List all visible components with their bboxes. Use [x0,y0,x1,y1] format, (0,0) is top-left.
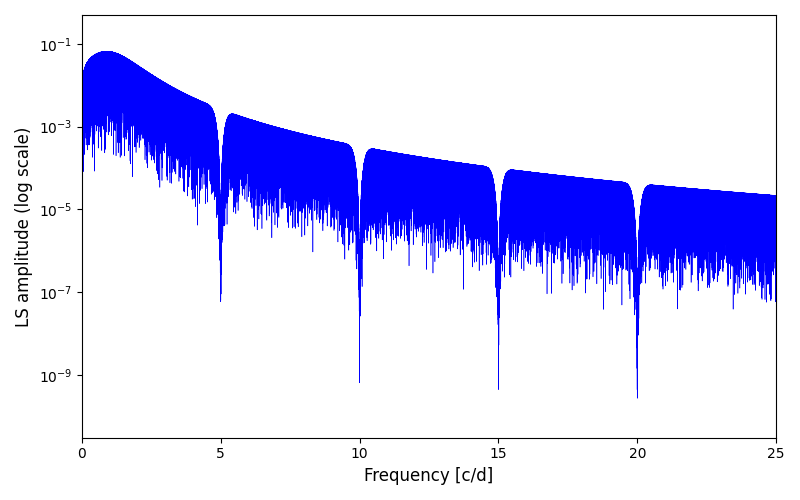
Y-axis label: LS amplitude (log scale): LS amplitude (log scale) [15,126,33,326]
X-axis label: Frequency [c/d]: Frequency [c/d] [364,467,494,485]
